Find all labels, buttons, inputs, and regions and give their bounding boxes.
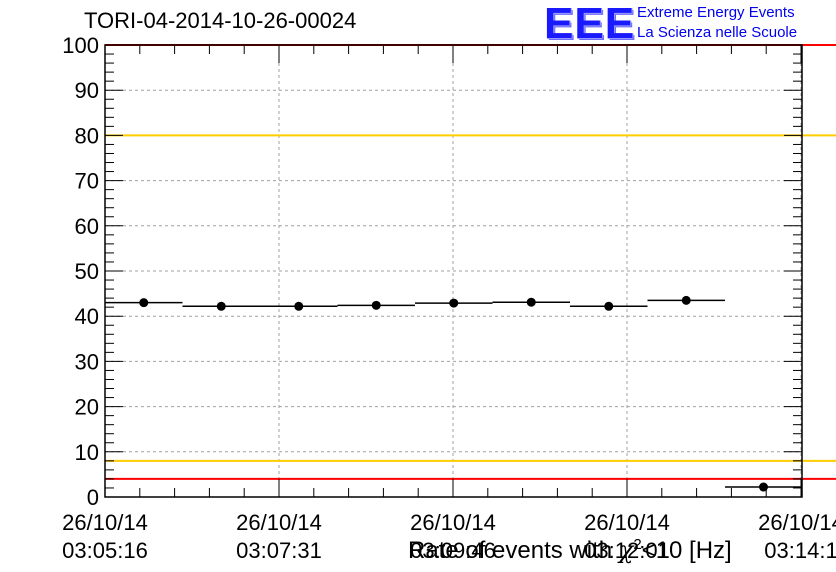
y-axis: 0 10 20 30 40 50 60 70 80 90 100 bbox=[62, 33, 802, 510]
data-point-marker bbox=[681, 295, 691, 305]
y-tick-label: 30 bbox=[75, 349, 99, 374]
y-tick-label: 10 bbox=[75, 440, 99, 465]
x-tick-label: 26/10/14 03:12:01 bbox=[584, 510, 670, 563]
y-tick-label: 20 bbox=[75, 395, 99, 420]
x-tick-time: 03:14:1 bbox=[764, 538, 836, 563]
data-point-marker bbox=[759, 482, 768, 492]
x-axis-label: Rate of events with χ2<10 [Hz] bbox=[408, 536, 732, 564]
x-tick-label: 26/10/14 03:09:46 bbox=[410, 510, 496, 563]
reference-lines bbox=[105, 44, 836, 480]
y-tick-label: 70 bbox=[75, 169, 99, 194]
data-point-marker bbox=[371, 300, 381, 310]
data-point bbox=[337, 300, 415, 310]
x-axis: 26/10/1403:05:1626/10/1403:07:3126/10/14… bbox=[62, 45, 836, 563]
x-tick-date: 26/10/14 bbox=[236, 510, 322, 535]
eee-logo-mark: EEE bbox=[544, 0, 636, 48]
y-tick-label: 100 bbox=[62, 33, 99, 58]
data-point bbox=[182, 301, 260, 311]
y-tick-label: 0 bbox=[87, 485, 99, 510]
data-point bbox=[492, 297, 570, 307]
x-tick-time: 03:12:01 bbox=[584, 538, 670, 563]
y-tick-label: 50 bbox=[75, 259, 99, 284]
data-point bbox=[105, 298, 183, 308]
logo-text-line1: Extreme Energy Events bbox=[637, 4, 795, 21]
y-tick-label: 80 bbox=[75, 123, 99, 148]
data-point-marker bbox=[449, 298, 459, 308]
x-tick-label: 26/10/14 03:05:16 bbox=[62, 510, 148, 563]
data-point-marker bbox=[604, 301, 614, 311]
chart-title: TORI-04-2014-10-26-00024 bbox=[84, 8, 357, 33]
x-tick-time: 03:07:31 bbox=[236, 538, 322, 563]
x-tick-date: 26/10/14 bbox=[62, 510, 148, 535]
grid-lines bbox=[104, 44, 802, 498]
data-point bbox=[260, 301, 338, 311]
data-point-marker bbox=[216, 301, 226, 311]
x-tick-time: 03:09:46 bbox=[410, 538, 496, 563]
x-tick-date: 26/10/14 bbox=[584, 510, 670, 535]
x-tick-date: 26/10/14 bbox=[410, 510, 496, 535]
data-point-marker bbox=[294, 301, 304, 311]
data-point bbox=[725, 482, 802, 492]
x-tick-time: 03:05:16 bbox=[62, 538, 148, 563]
data-point-marker bbox=[139, 298, 149, 308]
eee-logo: EEE Extreme Energy Events La Scienza nel… bbox=[544, 2, 834, 46]
data-point bbox=[415, 298, 493, 308]
y-tick-label: 60 bbox=[75, 214, 99, 239]
data-point bbox=[647, 295, 725, 305]
y-tick-label: 40 bbox=[75, 304, 99, 329]
data-series bbox=[105, 295, 802, 492]
x-tick-date: 26/10/14 bbox=[758, 510, 836, 535]
logo-text-line2: La Scienza nelle Scuole bbox=[637, 24, 798, 41]
y-tick-label: 90 bbox=[75, 78, 99, 103]
data-point-marker bbox=[526, 297, 536, 307]
data-point bbox=[570, 301, 648, 311]
x-tick-label: 26/10/14 03:14:1 bbox=[758, 510, 836, 563]
x-tick-label: 26/10/14 03:07:31 bbox=[236, 510, 322, 563]
